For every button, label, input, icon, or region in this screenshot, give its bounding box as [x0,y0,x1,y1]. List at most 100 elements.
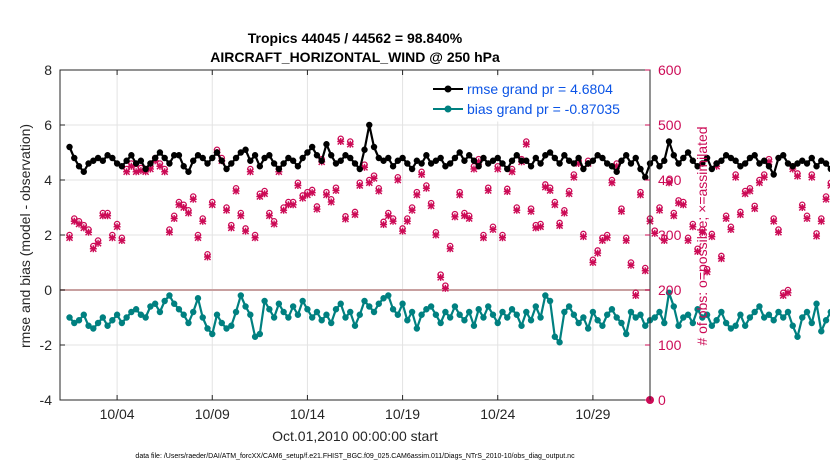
obs-assimilated-point [408,206,416,214]
bias-point [699,314,706,321]
obs-assimilated-point [113,223,121,231]
y-right-tick-label: 500 [658,117,682,133]
bias-point [737,311,744,318]
obs-assimilated-point [337,138,345,145]
rmse-point [308,143,316,151]
bias-point [770,317,777,324]
rmse-point [156,149,164,156]
bias-point [85,322,92,329]
obs-assimilated-point [189,195,197,203]
rmse-point [637,165,644,173]
y-left-tick-label: 6 [44,117,52,133]
bias-point [432,311,440,318]
rmse-point [456,149,463,156]
rmse-point [185,168,192,175]
rmse-point [485,160,492,167]
bias-point [323,311,330,318]
obs-assimilated-point [603,234,611,242]
obs-assimilated-point [632,292,640,299]
obs-assimilated-point [822,195,830,203]
bias-point [313,308,321,316]
bias-point [642,322,649,329]
rmse-point [199,154,206,162]
rmse-point [299,154,306,162]
bias-point [404,317,411,324]
obs-assimilated-point [327,198,335,206]
rmse-point [328,152,335,159]
bias-point [675,322,682,329]
rmse-point [813,163,820,170]
obs-assimilated-point [708,233,716,241]
obs-assimilated-point [194,234,202,242]
bias-point [166,292,173,299]
rmse-point [518,157,525,164]
rmse-point [432,157,440,164]
bias-point [589,308,597,316]
bias-point [580,314,587,321]
rmse-point [780,152,787,159]
x-tick-label: 10/09 [195,406,230,422]
rmse-point [546,149,554,156]
obs-assimilated-point [389,217,397,225]
legend-box [427,76,644,122]
bias-point [808,319,815,327]
obs-assimilated-point [589,259,597,266]
rmse-point [508,157,516,164]
bias-point [713,317,720,324]
obs-assimilated-point [322,191,330,199]
rmse-point [442,163,449,170]
bias-point [104,322,111,329]
obs-assimilated-point [741,190,749,198]
obs-assimilated-point [289,201,297,209]
bias-point [803,308,811,316]
bias-point [261,297,268,305]
footnote: data file: /Users/raeder/DAI/ATM_forcXX/… [135,453,575,460]
bias-point [446,314,454,321]
obs-assimilated-point [594,249,602,257]
rmse-point [75,163,83,170]
rmse-point [128,152,135,159]
bias-point [504,314,511,321]
bias-point [389,306,397,313]
rmse-point [313,152,321,159]
bias-point [237,292,245,299]
obs-assimilated-point [798,204,806,211]
bias-point [370,308,378,316]
rmse-point [370,143,378,151]
rmse-point [694,163,701,170]
rmse-point [584,160,592,167]
bias-point [532,303,540,310]
obs-assimilated-point [755,179,763,187]
rmse-point [718,157,725,164]
bias-point [489,311,497,318]
y-axis-right-ticks: 0 100 200 300 400 500 600 [645,62,682,408]
rmse-point [713,160,720,167]
bias-point [142,314,149,321]
obs-assimilated-point [223,206,231,214]
rmse-point [475,163,482,170]
rmse-point [137,157,145,164]
bias-point [451,303,459,310]
bias-point [408,308,416,316]
obs-assimilated-point [598,237,606,244]
rmse-point [494,154,501,162]
obs-assimilated-point [261,190,269,198]
rmse-point [675,160,682,167]
rmse-point [580,165,587,173]
rmse-point [722,152,730,159]
obs-assimilated-point [460,212,468,220]
bias-point [813,300,820,307]
obs-assimilated-point [351,211,359,219]
obs-assimilated-point [437,273,445,281]
obs-assimilated-point [636,191,644,199]
rmse-point [684,149,692,156]
obs-assimilated-point [560,209,568,217]
rmse-point [418,160,425,167]
rmse-point [799,157,806,164]
bias-point [789,322,796,329]
rmse-point [737,163,744,170]
rmse-point [751,152,758,159]
rmse-point [251,152,259,159]
rmse-point [66,143,73,151]
rmse-point [132,160,140,167]
